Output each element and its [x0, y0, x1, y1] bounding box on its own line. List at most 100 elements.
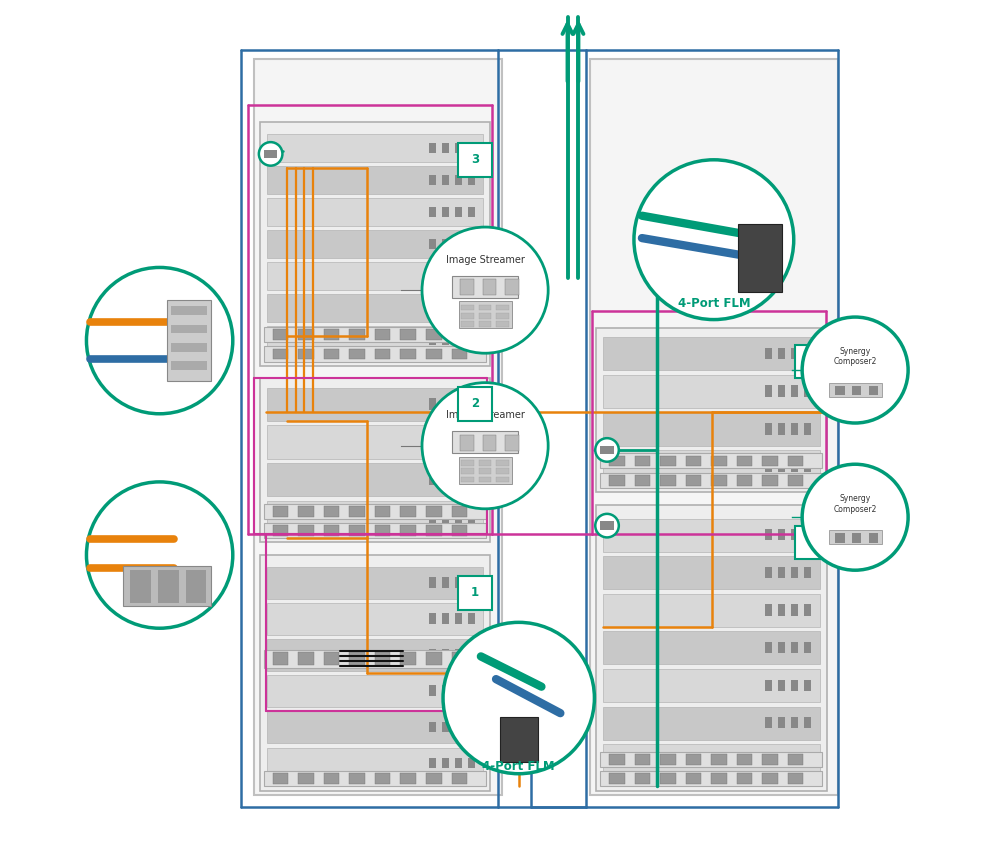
Bar — [765, 680, 771, 690]
Bar — [158, 569, 178, 603]
Bar — [765, 567, 771, 578]
Bar — [478, 460, 491, 466]
FancyBboxPatch shape — [266, 166, 483, 194]
Bar — [737, 754, 751, 764]
Bar — [828, 531, 880, 543]
Bar — [460, 304, 473, 310]
FancyBboxPatch shape — [596, 505, 825, 791]
Bar — [761, 456, 777, 466]
FancyBboxPatch shape — [458, 387, 491, 420]
Bar — [634, 754, 650, 764]
Bar — [429, 577, 435, 588]
Bar — [442, 511, 448, 523]
Bar — [455, 207, 461, 217]
Bar — [400, 653, 415, 665]
Bar — [804, 385, 810, 397]
Bar — [442, 473, 448, 485]
Bar — [349, 653, 365, 665]
FancyBboxPatch shape — [266, 262, 483, 290]
Bar — [349, 774, 365, 784]
Bar — [375, 526, 390, 536]
Bar — [167, 300, 211, 381]
Bar — [765, 347, 771, 359]
FancyBboxPatch shape — [590, 59, 837, 795]
FancyBboxPatch shape — [266, 388, 483, 420]
Circle shape — [802, 464, 907, 570]
Text: Image Streamer: Image Streamer — [446, 410, 524, 420]
FancyBboxPatch shape — [253, 59, 502, 795]
Bar — [737, 774, 751, 784]
Bar — [608, 456, 624, 466]
Bar — [442, 685, 448, 696]
Bar — [455, 398, 461, 410]
Bar — [778, 605, 784, 616]
Bar — [467, 436, 474, 447]
Bar — [442, 143, 448, 152]
Bar — [298, 774, 314, 784]
Bar — [765, 642, 771, 653]
Bar — [608, 754, 624, 764]
Bar — [791, 385, 797, 397]
Bar — [298, 653, 314, 665]
FancyBboxPatch shape — [266, 198, 483, 226]
Bar — [496, 477, 509, 483]
Bar — [828, 383, 880, 396]
Bar — [442, 239, 448, 249]
Bar — [787, 774, 803, 784]
FancyBboxPatch shape — [259, 378, 490, 542]
Bar — [459, 279, 473, 295]
Bar — [429, 207, 435, 217]
Bar — [455, 143, 461, 152]
Bar — [375, 330, 390, 340]
FancyBboxPatch shape — [596, 328, 825, 492]
Bar — [323, 526, 339, 536]
Bar — [660, 475, 675, 485]
Bar — [467, 511, 474, 523]
FancyBboxPatch shape — [599, 453, 821, 468]
Bar — [482, 279, 496, 295]
Bar — [467, 577, 474, 588]
FancyBboxPatch shape — [458, 143, 491, 177]
FancyBboxPatch shape — [266, 675, 483, 707]
FancyBboxPatch shape — [599, 473, 821, 488]
Bar — [323, 330, 339, 340]
Bar — [442, 613, 448, 624]
Bar — [804, 347, 810, 359]
Bar — [505, 279, 519, 295]
Bar — [323, 506, 339, 516]
Text: 1: 1 — [470, 586, 478, 600]
Bar — [496, 313, 509, 319]
Bar — [778, 423, 784, 435]
Bar — [505, 435, 519, 451]
Bar — [349, 506, 365, 516]
Bar — [467, 613, 474, 624]
FancyBboxPatch shape — [794, 526, 827, 559]
Bar — [429, 758, 435, 769]
Text: Synergy
Composer2: Synergy Composer2 — [832, 347, 876, 367]
Circle shape — [633, 160, 793, 320]
Bar — [599, 446, 613, 454]
Bar — [467, 271, 474, 281]
Bar — [791, 567, 797, 578]
Bar — [804, 423, 810, 435]
FancyBboxPatch shape — [452, 431, 518, 453]
Circle shape — [422, 383, 547, 509]
Bar — [804, 605, 810, 616]
Bar — [455, 304, 461, 313]
Bar — [765, 529, 771, 541]
Bar — [171, 306, 207, 315]
Bar — [482, 435, 496, 451]
FancyBboxPatch shape — [452, 276, 518, 298]
Bar — [467, 239, 474, 249]
Bar — [429, 398, 435, 410]
Bar — [765, 385, 771, 397]
Bar — [467, 304, 474, 313]
Bar — [455, 685, 461, 696]
Bar — [130, 569, 151, 603]
Bar — [429, 436, 435, 447]
Bar — [634, 456, 650, 466]
Bar — [272, 506, 288, 516]
Bar — [660, 774, 675, 784]
Bar — [272, 349, 288, 359]
Bar — [400, 506, 415, 516]
